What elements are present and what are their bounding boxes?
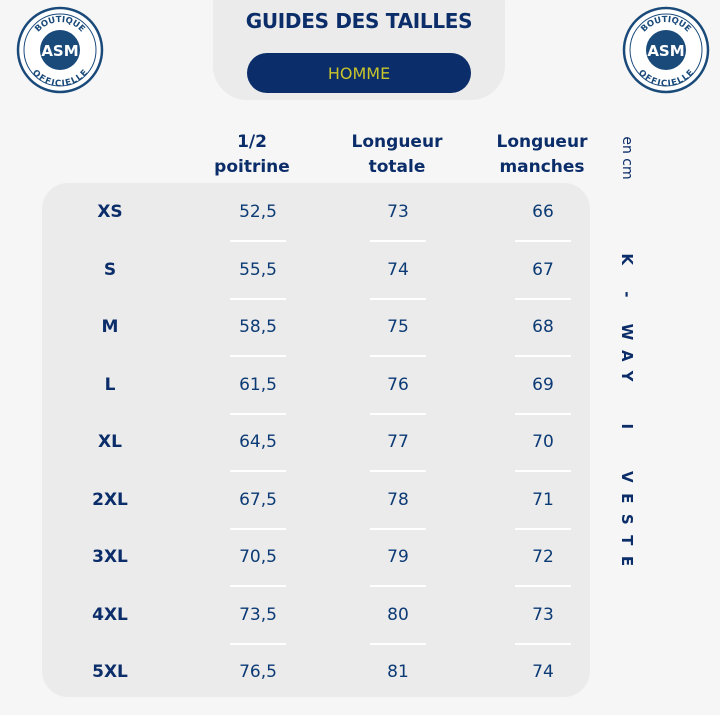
- row-divider: [515, 527, 571, 530]
- product-label: K - WAY I VESTE: [612, 230, 642, 600]
- cell-poitrine: 76,5: [239, 662, 277, 682]
- cell-totale: 73: [387, 202, 409, 222]
- size-table: [42, 183, 590, 697]
- svg-text:ASM: ASM: [41, 42, 78, 60]
- cell-poitrine: 64,5: [239, 432, 277, 452]
- row-divider: [230, 470, 286, 472]
- cell-poitrine: 67,5: [239, 489, 277, 510]
- page-title: GUIDES DES TAILLES: [245, 9, 473, 33]
- row-divider: [515, 240, 571, 242]
- cell-poitrine: 58,5: [239, 317, 277, 337]
- unit-label: en cm: [612, 128, 642, 188]
- size-label: 2XL: [92, 489, 128, 510]
- row-divider: [230, 240, 286, 242]
- cell-manches: 66: [532, 202, 554, 222]
- category-label: HOMME: [327, 63, 391, 83]
- row-divider: [230, 585, 286, 587]
- size-label: 3XL: [92, 547, 128, 567]
- cell-poitrine: 55,5: [239, 259, 277, 280]
- size-label: M: [101, 317, 119, 337]
- cell-totale: 78: [387, 489, 409, 510]
- row-divider: [370, 585, 426, 587]
- row-divider: [230, 355, 286, 357]
- row-divider: [515, 355, 571, 357]
- cell-poitrine: 52,5: [239, 202, 277, 222]
- column-header-longueur-totale: Longueur totale: [351, 132, 443, 177]
- row-divider: [230, 297, 286, 300]
- cell-totale: 79: [387, 547, 409, 567]
- row-divider: [230, 412, 286, 415]
- unit-text: en cm: [619, 136, 635, 180]
- cell-manches: 70: [532, 432, 554, 452]
- size-label: L: [104, 374, 116, 395]
- row-divider: [515, 585, 571, 587]
- cell-manches: 73: [532, 604, 554, 625]
- size-label: XS: [97, 202, 123, 222]
- cell-totale: 77: [387, 432, 409, 452]
- row-divider: [370, 470, 426, 472]
- size-label: 4XL: [92, 604, 128, 625]
- cell-poitrine: 73,5: [239, 604, 277, 625]
- row-divider: [230, 527, 286, 530]
- boutique-officielle-logo-right: BOUTIQUE OFFICIELLE ASM: [622, 6, 710, 94]
- column-header-poitrine: 1/2 poitrine: [214, 132, 290, 177]
- row-divider: [515, 297, 571, 300]
- size-label: 5XL: [92, 662, 128, 682]
- cell-totale: 74: [387, 259, 409, 280]
- cell-manches: 68: [532, 317, 554, 337]
- row-divider: [370, 642, 426, 645]
- cell-manches: 67: [532, 259, 554, 280]
- size-label: S: [103, 259, 117, 280]
- cell-totale: 76: [387, 374, 409, 395]
- svg-text:ASM: ASM: [647, 42, 684, 60]
- cell-manches: 69: [532, 374, 554, 395]
- row-divider: [230, 642, 286, 645]
- row-divider: [515, 470, 571, 472]
- cell-totale: 80: [387, 604, 409, 625]
- row-divider: [515, 412, 571, 415]
- row-divider: [370, 297, 426, 300]
- column-header-longueur-manches: Longueur manches: [496, 132, 588, 177]
- cell-totale: 81: [387, 662, 409, 682]
- product-text: K - WAY I VESTE: [618, 253, 636, 577]
- category-pill: HOMME: [247, 53, 471, 93]
- cell-totale: 75: [387, 317, 409, 337]
- cell-poitrine: 70,5: [239, 547, 277, 567]
- boutique-officielle-logo-left: BOUTIQUE OFFICIELLE ASM: [16, 6, 104, 94]
- row-divider: [370, 527, 426, 530]
- row-divider: [370, 412, 426, 415]
- cell-manches: 74: [532, 662, 554, 682]
- size-label: XL: [98, 432, 122, 452]
- row-divider: [370, 240, 426, 242]
- cell-poitrine: 61,5: [239, 374, 277, 395]
- cell-manches: 71: [532, 489, 554, 510]
- row-divider: [515, 642, 571, 645]
- cell-manches: 72: [532, 547, 554, 567]
- row-divider: [370, 355, 426, 357]
